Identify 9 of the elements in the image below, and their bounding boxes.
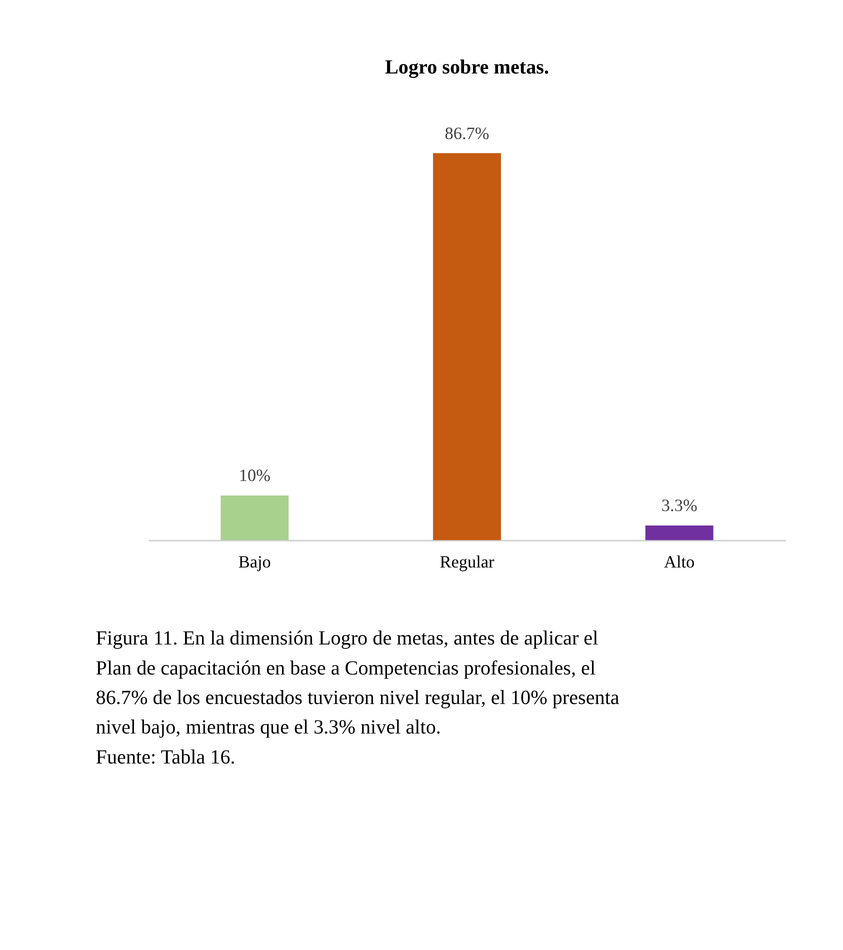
data-label: 10%: [238, 466, 270, 486]
x-tick-label: Alto: [664, 552, 695, 572]
text: Figura 11. En la dimensión Logro de metas, antes de aplicar el Plan de capacitación en base a Competencias profesionales, el 86.7% de los encuestados tuvieron nivel regular, el 10% presenta nivel bajo, mientras que el 3.3% nivel alto.: [96, 628, 620, 739]
x-tick-label: Regular: [440, 552, 495, 572]
source-note: Fuente: Tabla 16.: [96, 746, 236, 768]
data-label: 86.7%: [444, 124, 490, 143]
x-tick-label: Bajo: [238, 552, 271, 572]
data-label: 3.3%: [661, 496, 698, 516]
chart-title: Logro sobre metas.: [384, 56, 550, 79]
